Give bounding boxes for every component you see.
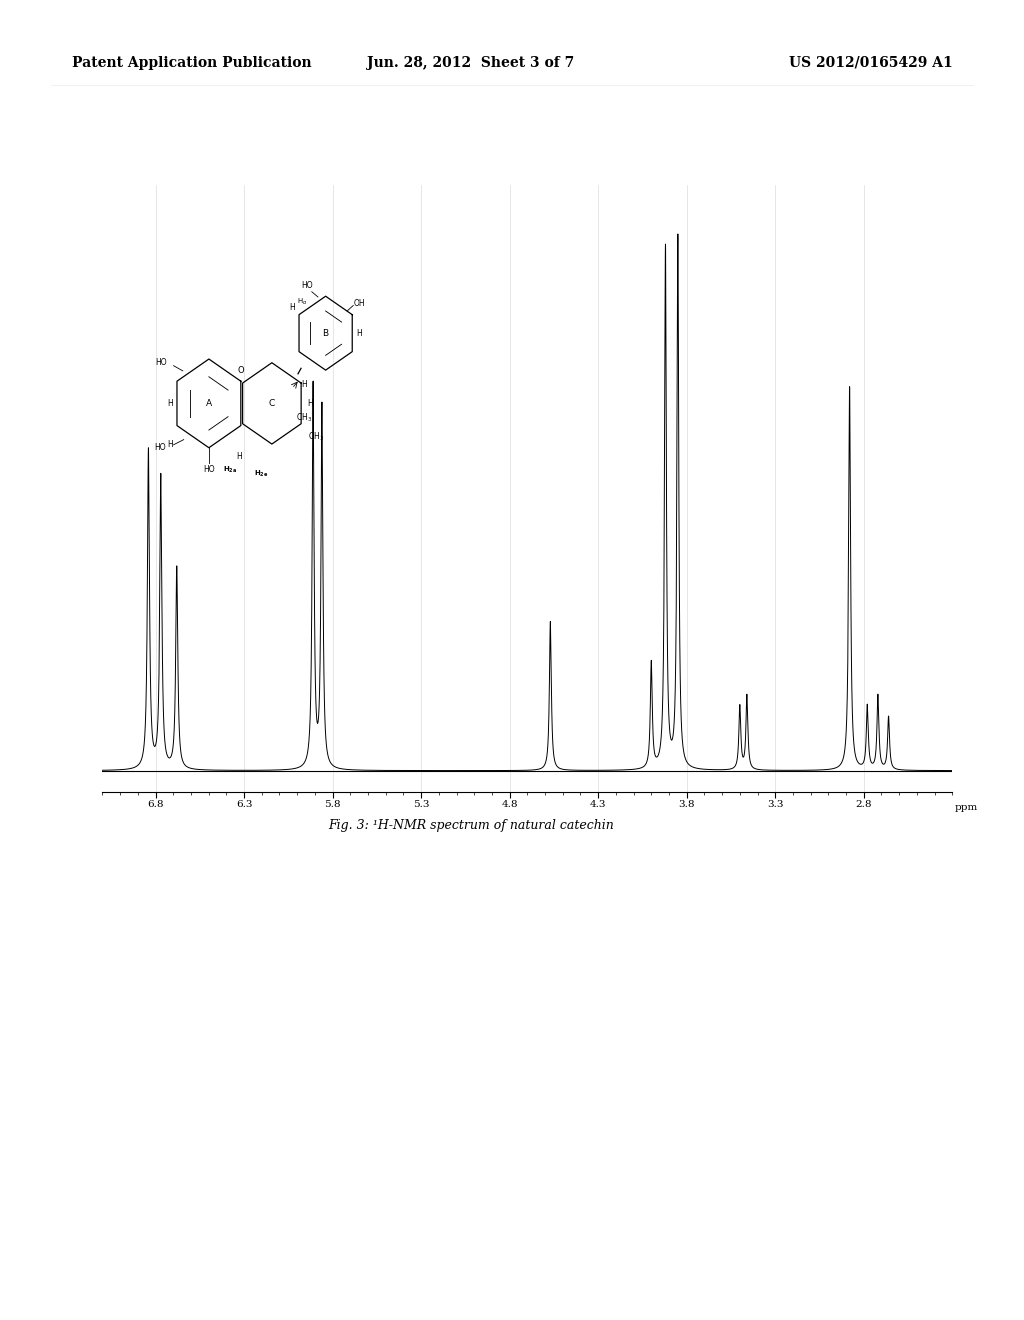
Text: H: H bbox=[168, 440, 173, 449]
Text: CH$_3$: CH$_3$ bbox=[308, 430, 325, 444]
Text: H: H bbox=[237, 453, 243, 462]
Text: CH$_3$: CH$_3$ bbox=[296, 412, 312, 425]
Text: O: O bbox=[238, 367, 244, 375]
Text: HO: HO bbox=[154, 444, 166, 453]
Text: HO: HO bbox=[301, 281, 313, 289]
Text: A: A bbox=[206, 399, 212, 408]
Text: OH: OH bbox=[353, 300, 366, 308]
Text: Patent Application Publication: Patent Application Publication bbox=[72, 55, 311, 70]
Text: H: H bbox=[301, 380, 307, 389]
Text: H: H bbox=[307, 399, 313, 408]
Text: H: H bbox=[168, 399, 173, 408]
Text: Jun. 28, 2012  Sheet 3 of 7: Jun. 28, 2012 Sheet 3 of 7 bbox=[368, 55, 574, 70]
Text: HO: HO bbox=[156, 358, 167, 367]
Text: Fig. 3: ¹H-NMR spectrum of natural catechin: Fig. 3: ¹H-NMR spectrum of natural catec… bbox=[328, 818, 614, 832]
Text: $\mathbf{H_{2e}}$: $\mathbf{H_{2e}}$ bbox=[254, 469, 268, 479]
Text: ppm: ppm bbox=[954, 803, 978, 812]
Text: HO: HO bbox=[203, 466, 215, 474]
Text: US 2012/0165429 A1: US 2012/0165429 A1 bbox=[788, 55, 952, 70]
Text: H$_\alpha$: H$_\alpha$ bbox=[297, 297, 308, 306]
Text: H: H bbox=[356, 329, 362, 338]
Text: C: C bbox=[268, 399, 275, 408]
Text: B: B bbox=[323, 329, 329, 338]
Text: $\mathbf{H_{2a}}$: $\mathbf{H_{2a}}$ bbox=[223, 465, 238, 475]
Text: H: H bbox=[289, 302, 295, 312]
